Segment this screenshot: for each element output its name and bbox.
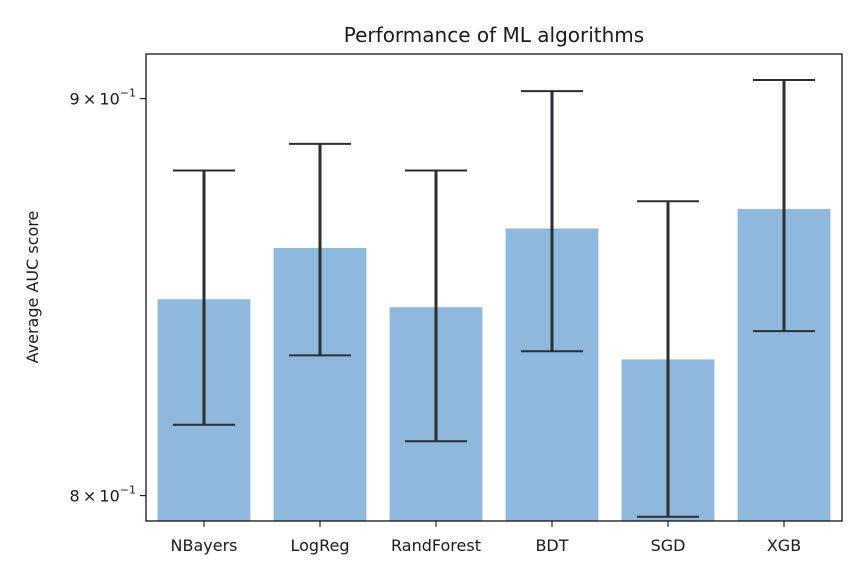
y-ticks-layer: 8 × 10−1 9 × 10−1 [69,87,146,506]
x-ticks-layer: NBayers LogReg RandForest BDT SGD XGB [171,521,801,555]
y-tick-label: 9 × 10−1 [69,87,136,109]
plot-frame [145,53,843,522]
x-tick-label: RandForest [391,536,481,555]
x-tick-label: BDT [535,536,568,555]
chart-title: Performance of ML algorithms [344,23,644,47]
x-tick-label: LogReg [291,536,350,555]
y-tick-label: 8 × 10−1 [69,484,136,506]
errorbars-layer [173,78,815,518]
x-tick-label: XGB [767,536,801,555]
x-tick-label: NBayers [171,536,238,555]
y-axis-label: Average AUC score [23,211,42,364]
x-tick-label: SGD [651,536,686,555]
bars-layer [157,209,831,521]
